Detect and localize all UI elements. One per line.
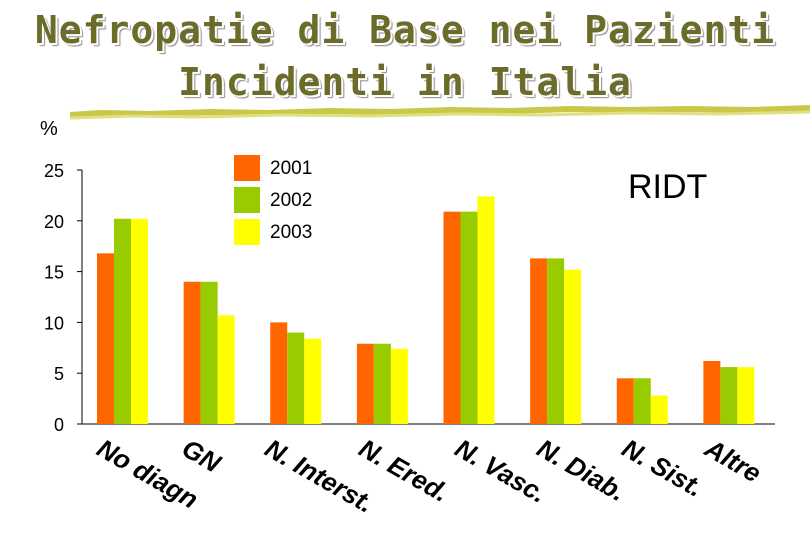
bar-2003-2 bbox=[217, 315, 235, 424]
bar-2002-5 bbox=[460, 211, 478, 424]
bar-2001-6 bbox=[530, 258, 548, 424]
y-tick-label: 10 bbox=[44, 313, 64, 333]
legend-label-2001: 2001 bbox=[270, 158, 312, 179]
bar-2001-2 bbox=[183, 281, 201, 424]
title-line-1: Nefropatie di Base nei Pazienti bbox=[34, 8, 776, 52]
bar-2001-7 bbox=[616, 378, 634, 424]
bar-2003-4 bbox=[390, 348, 408, 424]
bar-2001-5 bbox=[443, 211, 461, 424]
y-tick-label: 5 bbox=[54, 364, 64, 384]
bar-2002-6 bbox=[547, 258, 565, 424]
bar-2002-8 bbox=[720, 367, 738, 424]
category-label-6: N. Diab. bbox=[532, 433, 631, 507]
category-label-5: N. Vasc. bbox=[450, 433, 552, 509]
category-label-8: Altre bbox=[699, 432, 766, 488]
category-label-2: GN bbox=[177, 433, 227, 479]
bar-2001-4 bbox=[356, 343, 374, 424]
bar-2003-8 bbox=[737, 367, 755, 424]
bar-2002-4 bbox=[373, 343, 391, 424]
category-label-7: N. Sist. bbox=[617, 433, 708, 503]
bar-2002-7 bbox=[633, 378, 651, 424]
bar-2002-1 bbox=[114, 218, 131, 424]
axes: 0 5 10 15 20 25 bbox=[44, 161, 775, 435]
legend-swatch-2003 bbox=[234, 219, 260, 245]
bar-2003-1 bbox=[131, 218, 148, 424]
bar-2001-8 bbox=[703, 361, 721, 424]
bar-2003-7 bbox=[650, 395, 668, 424]
bar-2001-3 bbox=[270, 322, 288, 424]
y-tick-label: 15 bbox=[44, 263, 64, 283]
y-tick-label: 20 bbox=[44, 212, 64, 232]
bar-2003-6 bbox=[564, 269, 582, 424]
legend-label-2003: 2003 bbox=[270, 222, 312, 243]
bars bbox=[97, 196, 755, 424]
bar-2003-3 bbox=[304, 338, 322, 424]
title-underline bbox=[70, 105, 810, 120]
y-tick-label: 25 bbox=[44, 161, 64, 181]
legend-label-2002: 2002 bbox=[270, 190, 312, 211]
bar-2003-5 bbox=[477, 196, 495, 424]
bar-2002-2 bbox=[200, 281, 218, 424]
y-tick-label: 0 bbox=[54, 415, 64, 435]
bar-2002-3 bbox=[287, 332, 305, 424]
legend-swatch-2001 bbox=[234, 155, 260, 181]
y-axis-unit: % bbox=[40, 118, 58, 140]
ridt-badge: RIDT bbox=[628, 168, 708, 206]
legend-swatch-2002 bbox=[234, 187, 260, 213]
bar-2001-1 bbox=[97, 253, 114, 424]
title-line-2: Incidenti in Italia bbox=[178, 60, 632, 104]
legend: 2001 2002 2003 bbox=[234, 155, 312, 245]
